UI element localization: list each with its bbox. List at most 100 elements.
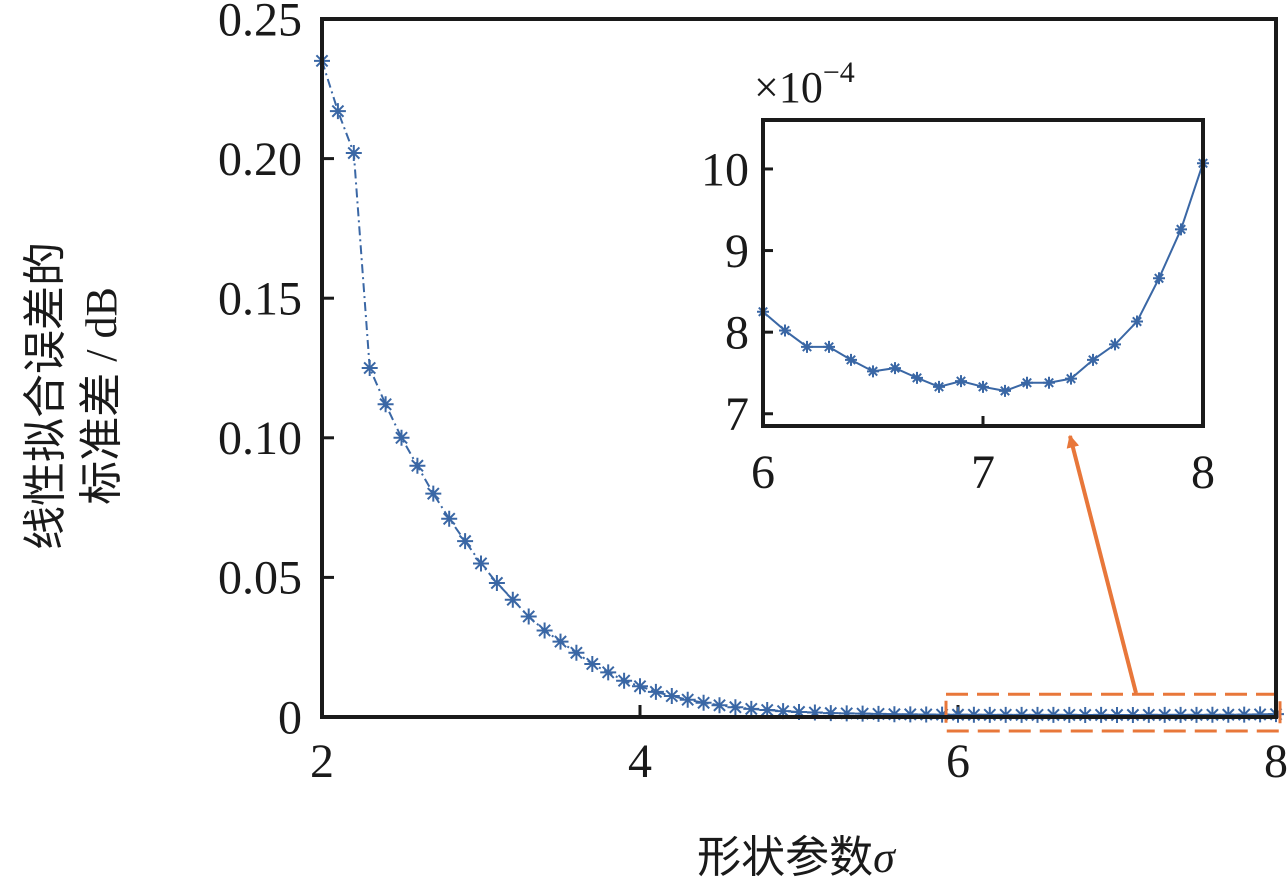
data-point-marker xyxy=(977,380,989,393)
x-axis-sigma: σ xyxy=(873,833,897,882)
data-point-marker xyxy=(536,622,553,639)
y-tick-label: 0.05 xyxy=(218,552,302,605)
x-tick-label: 2 xyxy=(310,735,334,788)
data-point-marker xyxy=(425,485,442,502)
data-point-marker xyxy=(377,396,394,413)
data-point-marker xyxy=(393,429,410,446)
data-point-marker xyxy=(911,371,923,384)
data-point-marker xyxy=(801,340,813,353)
data-point-marker xyxy=(616,672,633,689)
inset-plot-frame xyxy=(761,118,1205,428)
data-point-marker xyxy=(584,655,601,672)
data-point-marker xyxy=(1043,376,1055,389)
data-point-marker xyxy=(889,362,901,375)
data-point-marker xyxy=(999,384,1011,397)
data-point-marker xyxy=(902,706,919,723)
data-point-marker xyxy=(1065,372,1077,385)
y-axis-title: 线性拟合误差的 标准差 / dB xyxy=(21,242,126,550)
data-point-marker xyxy=(918,706,935,723)
data-point-marker xyxy=(1156,706,1173,723)
y-tick-label: 9 xyxy=(725,225,749,278)
y-tick-label: 0 xyxy=(278,691,302,744)
x-tick-label: 6 xyxy=(751,446,775,499)
data-point-marker xyxy=(441,510,458,527)
data-point-marker xyxy=(1061,706,1078,723)
main-plot-frame xyxy=(320,17,1278,719)
y-tick-label: 8 xyxy=(725,306,749,359)
inset-scale-base: ×10 xyxy=(754,63,823,112)
data-point-marker xyxy=(488,574,505,591)
inset-background xyxy=(763,120,1203,426)
x-axis-title: 形状参数σ xyxy=(697,833,897,882)
data-point-marker xyxy=(409,457,426,474)
data-point-marker xyxy=(1140,706,1157,723)
data-point-marker xyxy=(845,353,857,366)
data-point-marker xyxy=(632,678,648,695)
data-point-marker xyxy=(950,706,966,723)
data-point-marker xyxy=(806,704,823,721)
y-tick-label: 0.20 xyxy=(218,133,302,186)
data-point-marker xyxy=(934,706,951,723)
x-tick-label: 8 xyxy=(1191,446,1215,499)
y-axis-title-line1: 线性拟合误差的 xyxy=(21,242,70,550)
data-point-marker xyxy=(1093,706,1110,723)
data-point-marker xyxy=(1087,353,1099,366)
data-point-marker xyxy=(711,697,728,714)
data-point-marker xyxy=(647,683,664,700)
data-point-marker xyxy=(568,644,585,661)
data-point-marker xyxy=(1188,706,1205,723)
data-point-marker xyxy=(1045,706,1062,723)
data-point-marker xyxy=(329,103,346,120)
data-point-marker xyxy=(1029,706,1046,723)
data-point-marker xyxy=(1236,706,1253,723)
data-point-marker xyxy=(473,555,489,572)
zoom-highlight-box xyxy=(944,692,1282,733)
data-point-marker xyxy=(695,694,712,711)
data-point-marker xyxy=(504,591,521,608)
x-tick-label: 6 xyxy=(946,735,970,788)
data-point-marker xyxy=(679,691,696,708)
data-point-marker xyxy=(1077,706,1094,723)
data-point-marker xyxy=(1153,272,1165,285)
x-tick-label: 4 xyxy=(628,735,652,788)
data-point-marker xyxy=(965,706,982,723)
y-tick-label: 10 xyxy=(701,143,749,196)
data-point-marker xyxy=(838,705,855,722)
data-point-marker xyxy=(822,705,839,722)
data-point-marker xyxy=(823,340,835,353)
data-point-marker xyxy=(345,145,362,162)
data-point-marker xyxy=(361,360,378,376)
inset-scale-exponent: −4 xyxy=(823,56,855,89)
data-point-marker xyxy=(759,702,776,719)
inset-series xyxy=(757,157,1209,397)
data-point-marker xyxy=(520,608,537,625)
x-tick-label: 7 xyxy=(971,446,995,499)
y-tick-label: 7 xyxy=(725,388,749,441)
data-point-marker xyxy=(1013,706,1030,723)
data-point-marker xyxy=(1252,706,1269,723)
data-point-marker xyxy=(743,700,760,717)
y-tick-label: 0.10 xyxy=(218,412,302,465)
data-point-marker xyxy=(1220,706,1237,723)
data-point-marker xyxy=(1109,338,1121,351)
data-point-marker xyxy=(727,699,744,716)
data-point-marker xyxy=(600,664,617,681)
y-axis-title-line2: 标准差 / dB xyxy=(77,287,126,505)
y-tick-label: 0.25 xyxy=(218,0,302,46)
data-point-marker xyxy=(870,705,887,722)
data-point-marker xyxy=(552,633,569,650)
data-point-marker xyxy=(1172,706,1189,723)
x-tick-label: 8 xyxy=(1264,735,1288,788)
data-point-marker xyxy=(854,705,871,722)
data-point-marker xyxy=(981,706,998,723)
data-point-marker xyxy=(779,324,791,337)
data-point-marker xyxy=(1109,706,1125,723)
data-point-marker xyxy=(663,688,680,705)
data-point-marker xyxy=(867,365,879,378)
data-point-marker xyxy=(1204,706,1221,723)
zoom-arrow xyxy=(1066,434,1138,694)
data-point-marker xyxy=(791,703,807,720)
data-point-marker xyxy=(1131,315,1143,328)
